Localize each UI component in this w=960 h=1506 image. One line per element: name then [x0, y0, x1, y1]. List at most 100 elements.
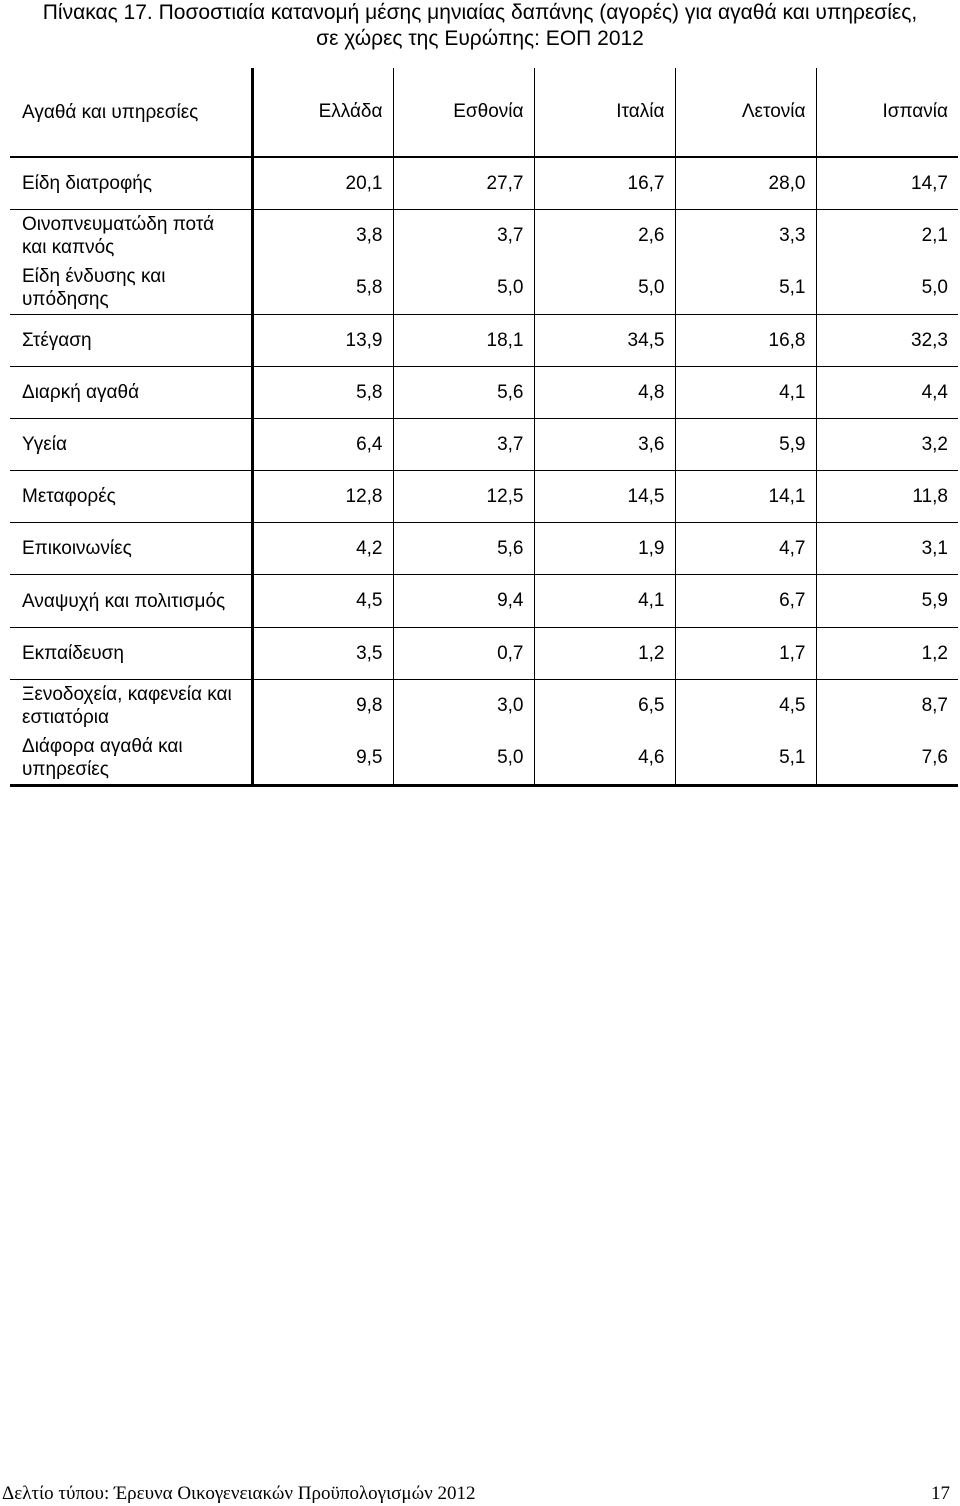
- cell-value: 27,7: [393, 157, 535, 210]
- cell-value: 6,5: [534, 679, 676, 732]
- cell-value: 16,7: [534, 157, 676, 210]
- row-label: Οινοπνευματώδη ποτά και καπνός: [10, 209, 254, 262]
- row-label: Μεταφορές: [10, 470, 254, 523]
- cell-value: 6,4: [252, 418, 394, 471]
- cell-value: 3,7: [393, 418, 535, 471]
- page-footer: Δελτίο τύπου: Έρευνα Οικογενειακών Προϋπ…: [0, 1483, 960, 1506]
- cell-value: 1,9: [534, 522, 676, 575]
- row-label: Ξενοδοχεία, καφενεία και εστιατόρια: [10, 679, 254, 732]
- cell-value: 3,1: [816, 522, 958, 575]
- cell-value: 4,2: [252, 522, 394, 575]
- cell-value: 8,7: [921, 695, 948, 716]
- cell-value: 11,8: [816, 470, 958, 523]
- cell-value: 5,8: [252, 262, 394, 315]
- header-estonia: Εσθονία: [393, 68, 535, 158]
- table-number: Πίνακας 17.: [42, 1, 153, 24]
- table-row: Μεταφορές 12,8 12,5 14,5 14,1 11,8: [10, 470, 958, 523]
- cell-value: 14,7: [816, 157, 958, 210]
- row-label: Διαρκή αγαθά: [10, 366, 254, 419]
- cell-value: 1,2: [534, 627, 676, 680]
- cell-value: 34,5: [534, 314, 676, 367]
- cell-value: 14,5: [534, 470, 676, 523]
- cell-value: 13,9: [252, 314, 394, 367]
- cell-value: 4,4: [816, 366, 958, 419]
- header-latvia: Λετονία: [675, 68, 817, 158]
- table-row: Είδη διατροφής 20,1 27,7 16,7 28,0 14,7: [10, 157, 958, 210]
- row-label: Υγεία: [10, 418, 254, 471]
- cell-value: 9,8: [252, 679, 394, 732]
- cell-value: 5,1: [675, 732, 817, 787]
- cell-value: 5,0: [393, 262, 535, 315]
- page-number: 17: [931, 1483, 950, 1504]
- header-spain: Ισπανία: [816, 68, 958, 158]
- cell-value: 14,1: [675, 470, 817, 523]
- cell-value: 6,7: [675, 574, 817, 628]
- table-row: Αναψυχή και πολιτισμός 4,5 9,4 4,1 6,7 5…: [10, 574, 958, 628]
- cell-value: 5,0: [816, 262, 958, 315]
- row-label: Είδη διατροφής: [10, 157, 254, 210]
- cell-value: 5,8: [252, 366, 394, 419]
- cell-value: 20,1: [252, 157, 394, 210]
- cell-value: 5,6: [393, 366, 535, 419]
- cell-value: 28,0: [675, 157, 817, 210]
- cell-value: 16,8: [675, 314, 817, 367]
- table-row: Ξενοδοχεία, καφενεία και εστιατόρια 9,8 …: [10, 679, 958, 732]
- cell-value: 2,1: [921, 225, 948, 246]
- cell-value: 3,0: [393, 679, 535, 732]
- cell-value: 3,3: [675, 209, 817, 262]
- row-label: Εκπαίδευση: [10, 627, 254, 680]
- table-row: Στέγαση 13,9 18,1 34,5 16,8 32,3: [10, 314, 958, 367]
- cell-value: 5,0: [534, 262, 676, 315]
- cell-value: 3,5: [252, 627, 394, 680]
- cell-value: 4,1: [534, 574, 676, 628]
- cell-value: 3,7: [393, 209, 535, 262]
- row-label: Διάφορα αγαθά και υπηρεσίες: [10, 732, 254, 787]
- cell-value: 4,5: [252, 574, 394, 628]
- cell-value: 5,9: [816, 574, 958, 628]
- header-greece: Ελλάδα: [252, 68, 394, 158]
- cell-value: 9,4: [393, 574, 535, 628]
- cell-value: 12,5: [393, 470, 535, 523]
- row-label: Επικοινωνίες: [10, 522, 254, 575]
- cell-value: 4,7: [675, 522, 817, 575]
- cell-value: 4,1: [675, 366, 817, 419]
- table-title-text: Ποσοστιαία κατανομή μέσης μηνιαίας δαπάν…: [158, 1, 918, 24]
- header-row: Αγαθά και υπηρεσίες Ελλάδα Εσθονία Ιταλί…: [10, 68, 958, 158]
- header-italy: Ιταλία: [534, 68, 676, 158]
- table-row: Επικοινωνίες 4,2 5,6 1,9 4,7 3,1: [10, 522, 958, 575]
- cell-value: 9,5: [252, 732, 394, 787]
- cell-value: 1,7: [675, 627, 817, 680]
- table-row: Διαρκή αγαθά 5,8 5,6 4,8 4,1 4,4: [10, 366, 958, 419]
- cell-value: 3,6: [534, 418, 676, 471]
- cell-value: 5,6: [393, 522, 535, 575]
- cell-value: 4,5: [675, 679, 817, 732]
- cell-value: 2,6: [534, 209, 676, 262]
- table-row: Οινοπνευματώδη ποτά και καπνός 3,8 3,7 2…: [10, 209, 958, 262]
- cell-value: 7,6: [816, 732, 958, 787]
- cell-value: 32,3: [816, 314, 958, 367]
- table-row: Διάφορα αγαθά και υπηρεσίες 9,5 5,0 4,6 …: [10, 732, 958, 787]
- table-row: Εκπαίδευση 3,5 0,7 1,2 1,7 1,2: [10, 627, 958, 680]
- row-label: Είδη ένδυσης και υπόδησης: [10, 262, 254, 315]
- row-label: Αναψυχή και πολιτισμός: [10, 574, 254, 628]
- cell-value: 5,0: [393, 732, 535, 787]
- cell-value: 12,8: [252, 470, 394, 523]
- cell-value: 4,6: [534, 732, 676, 787]
- expenditure-table: Αγαθά και υπηρεσίες Ελλάδα Εσθονία Ιταλί…: [10, 68, 958, 787]
- header-category: Αγαθά και υπηρεσίες: [10, 68, 254, 158]
- cell-value: 5,1: [675, 262, 817, 315]
- cell-value: 4,8: [534, 366, 676, 419]
- cell-value: 18,1: [393, 314, 535, 367]
- cell-value: 3,8: [252, 209, 394, 262]
- cell-value: 5,9: [675, 418, 817, 471]
- table-title: Πίνακας 17. Ποσοστιαία κατανομή μέσης μη…: [0, 0, 960, 52]
- table-row: Είδη ένδυσης και υπόδησης 5,8 5,0 5,0 5,…: [10, 262, 958, 315]
- table-title-line-1: Πίνακας 17. Ποσοστιαία κατανομή μέσης μη…: [0, 0, 960, 26]
- footer-text: Δελτίο τύπου: Έρευνα Οικογενειακών Προϋπ…: [2, 1483, 476, 1504]
- cell-value: 1,2: [816, 627, 958, 680]
- cell-value: 3,2: [816, 418, 958, 471]
- table-title-line-2: σε χώρες της Ευρώπης: ΕΟΠ 2012: [316, 27, 644, 50]
- row-label: Στέγαση: [10, 314, 254, 367]
- cell-value: 0,7: [393, 627, 535, 680]
- table-row: Υγεία 6,4 3,7 3,6 5,9 3,2: [10, 418, 958, 471]
